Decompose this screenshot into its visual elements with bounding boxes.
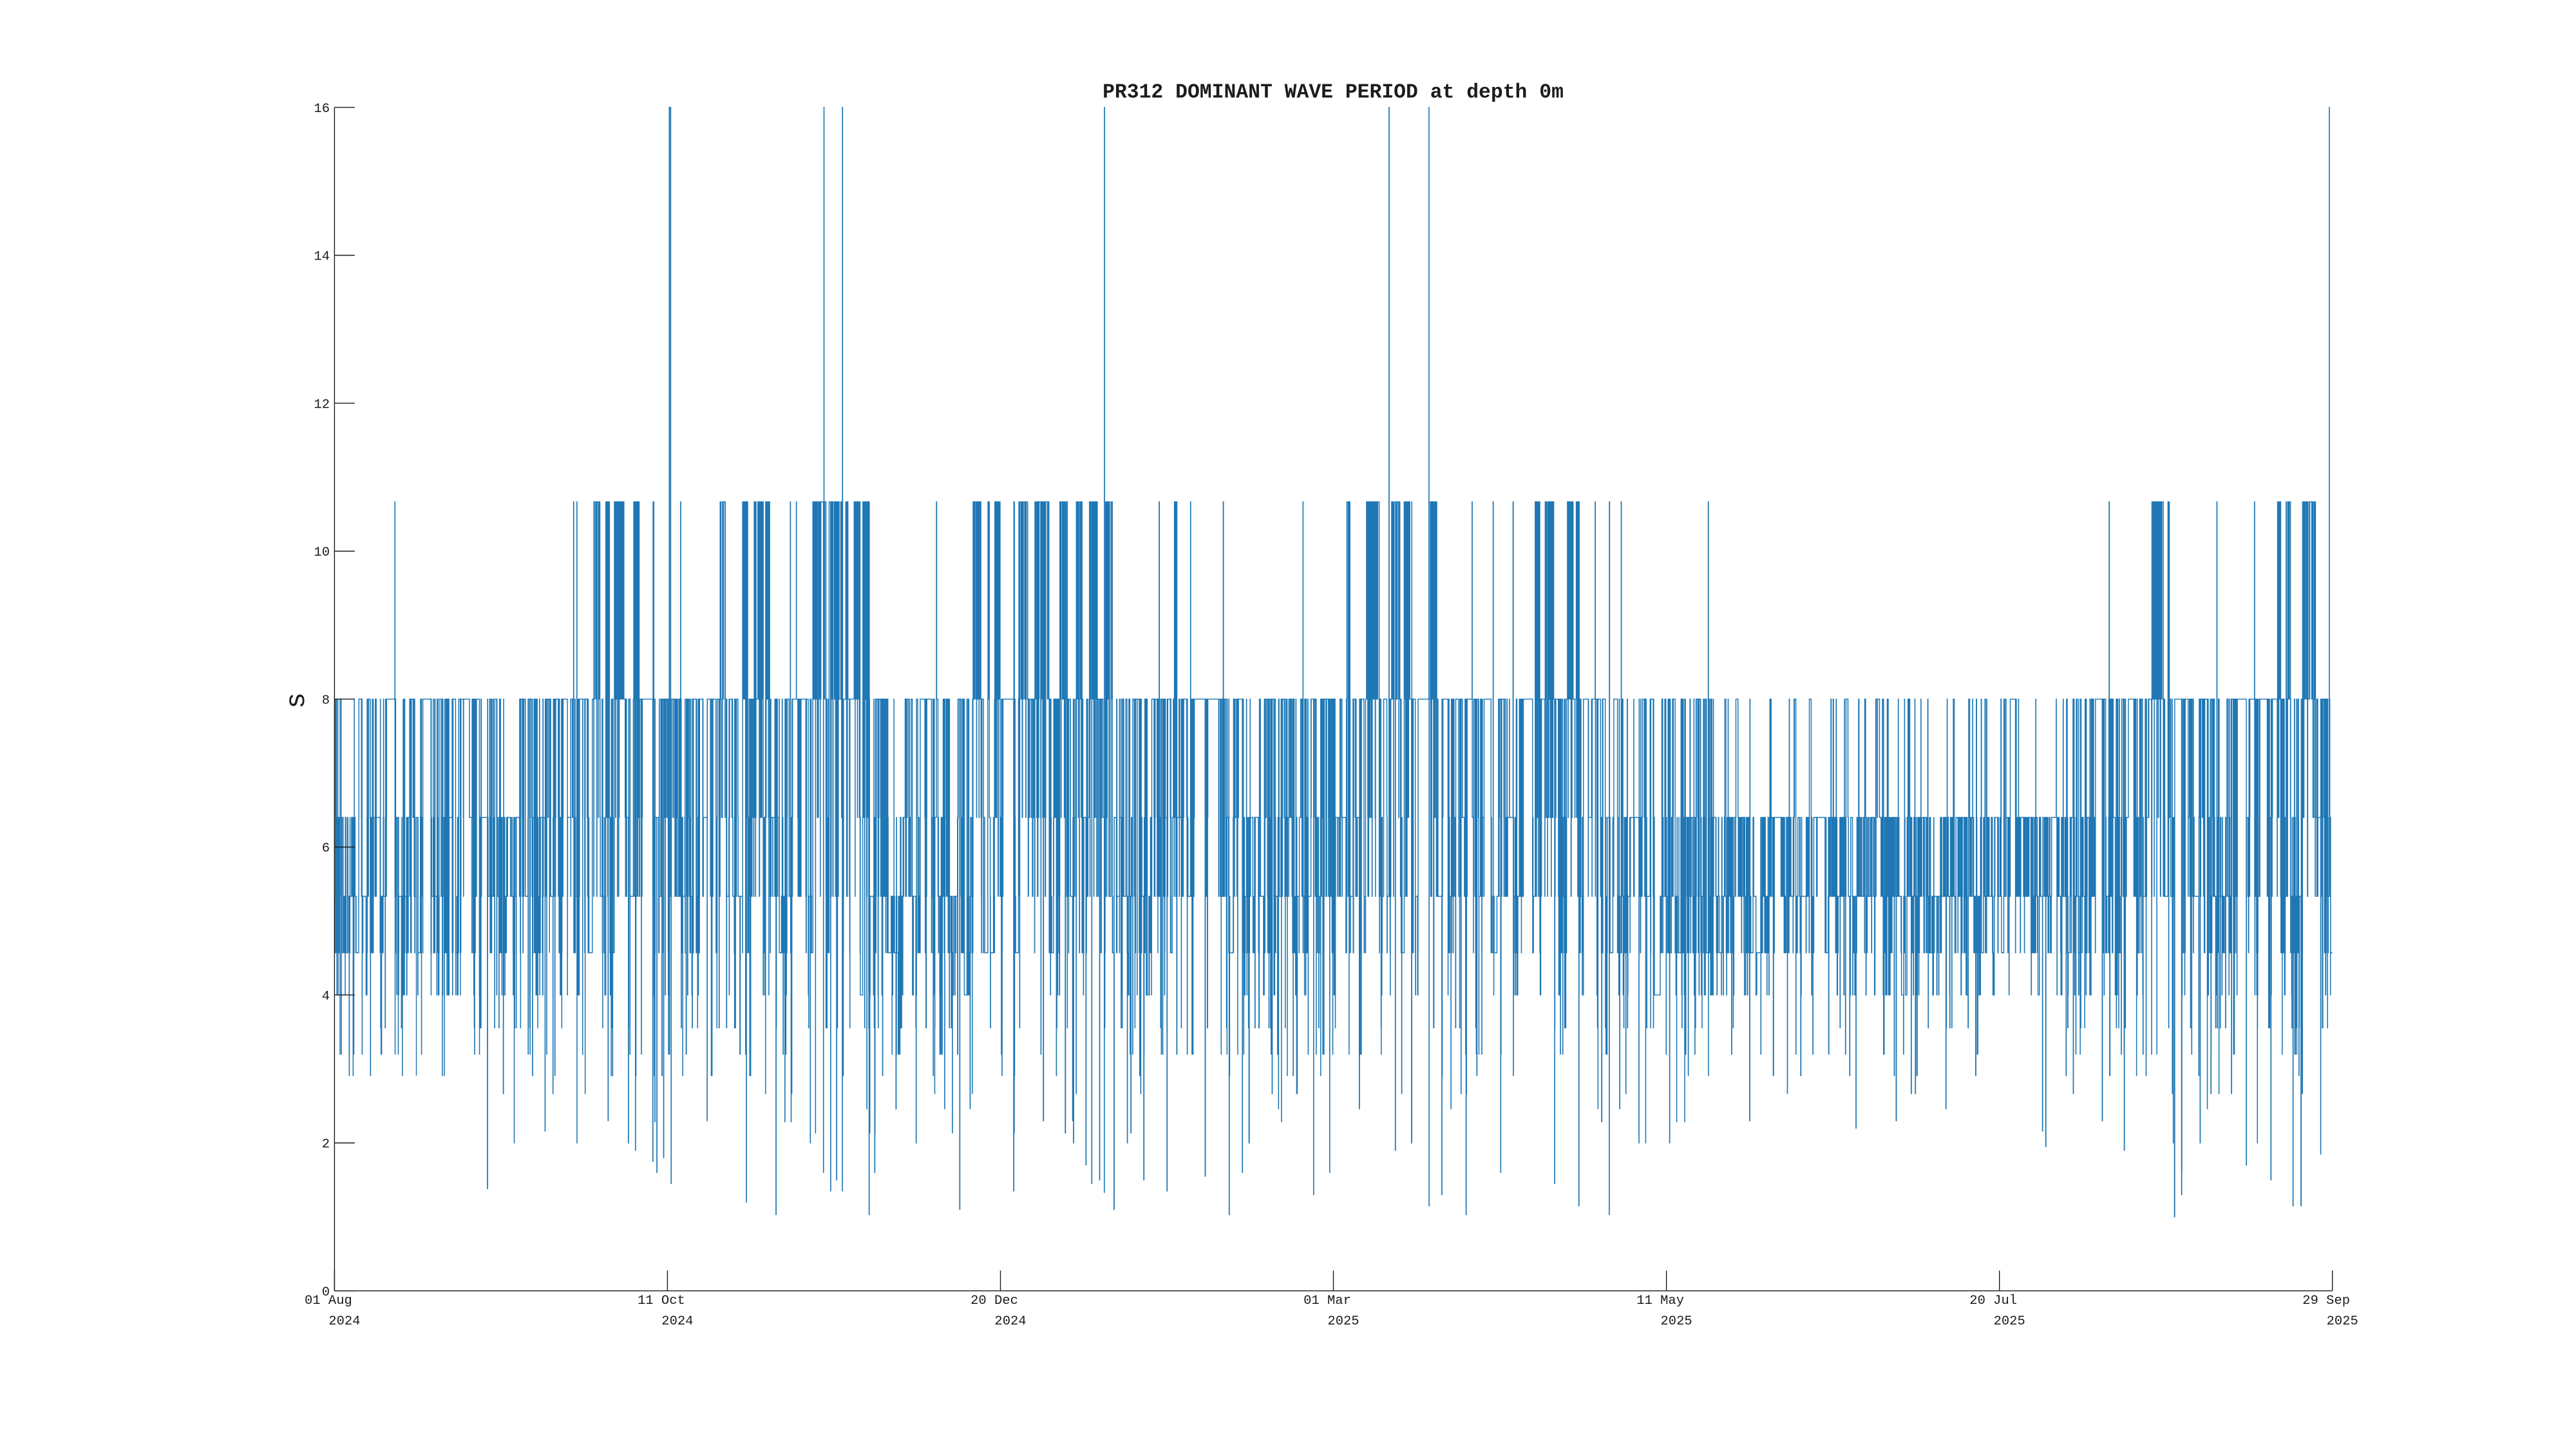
svg-text:2025: 2025 [1327,1314,1359,1329]
svg-text:2024: 2024 [994,1314,1026,1329]
svg-text:29 Sep: 29 Sep [2302,1294,2350,1308]
svg-text:0: 0 [322,1285,330,1300]
svg-text:11 Oct: 11 Oct [638,1294,685,1308]
svg-text:12: 12 [314,397,330,412]
svg-text:16: 16 [314,102,330,117]
svg-text:2025: 2025 [1660,1314,1692,1329]
svg-text:2024: 2024 [661,1314,693,1329]
svg-text:2024: 2024 [328,1314,360,1329]
svg-text:20 Jul: 20 Jul [1969,1294,2017,1308]
svg-text:2025: 2025 [1994,1314,2025,1329]
svg-text:4: 4 [322,989,330,1004]
svg-text:2: 2 [322,1137,330,1152]
svg-text:8: 8 [322,693,330,708]
svg-text:PR312 DOMINANT WAVE PERIOD at: PR312 DOMINANT WAVE PERIOD at depth 0m [1103,82,1564,104]
svg-text:2025: 2025 [2327,1314,2358,1329]
svg-text:01 Aug: 01 Aug [305,1294,352,1308]
svg-text:11 May: 11 May [1636,1294,1684,1308]
svg-text:6: 6 [322,842,330,856]
svg-text:s: s [281,692,312,709]
svg-text:10: 10 [314,545,330,560]
svg-text:20 Dec: 20 Dec [971,1294,1018,1308]
svg-text:01 Mar: 01 Mar [1303,1294,1351,1308]
svg-text:14: 14 [314,250,330,265]
